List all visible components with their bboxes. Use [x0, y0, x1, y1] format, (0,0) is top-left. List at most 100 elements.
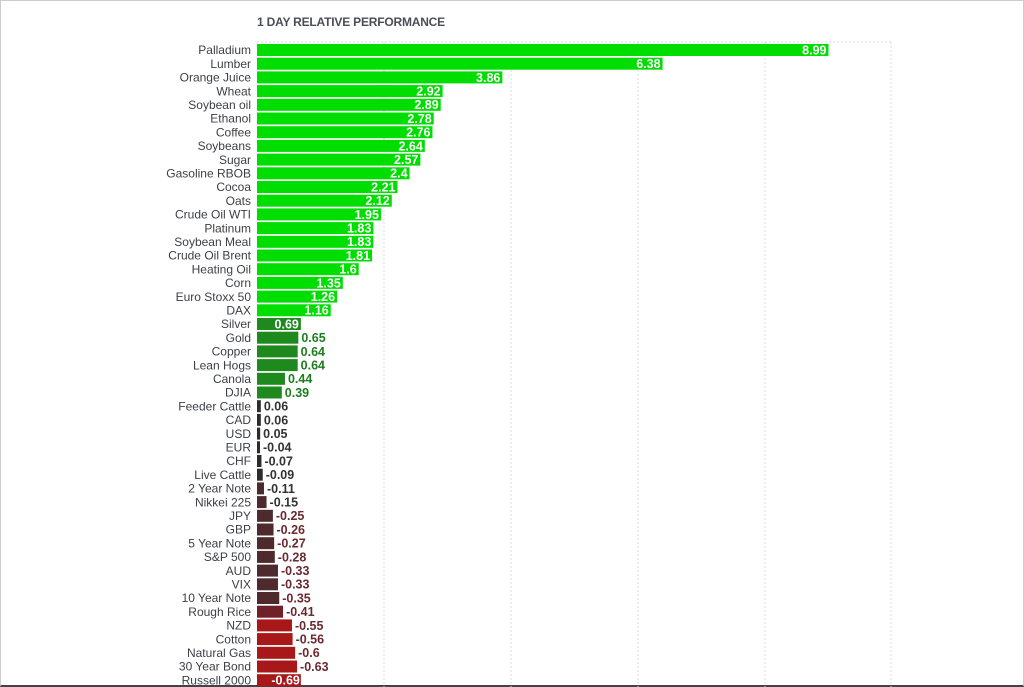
- category-label: Soybean Meal: [174, 235, 251, 249]
- category-label: Canola: [213, 372, 251, 386]
- grid: [257, 41, 892, 687]
- bar: [257, 592, 280, 604]
- bar: [257, 71, 503, 84]
- category-label: Lean Hogs: [193, 358, 251, 372]
- bar: [257, 523, 274, 536]
- value-label: 0.44: [288, 372, 312, 386]
- value-label: -0.07: [264, 454, 293, 468]
- value-label: 8.99: [802, 43, 826, 57]
- value-label: 0.69: [275, 317, 299, 331]
- bar: [257, 660, 298, 673]
- bar: [257, 98, 441, 111]
- bar: [257, 646, 296, 659]
- bar: [257, 276, 343, 289]
- bar: [257, 181, 398, 193]
- bar: [257, 235, 374, 248]
- category-label: CHF: [226, 454, 251, 468]
- bar: [257, 85, 443, 98]
- category-label: USD: [226, 427, 252, 441]
- bar: [257, 167, 410, 180]
- bar: [257, 359, 298, 372]
- category-label: Palladium: [198, 43, 251, 57]
- category-label: S&P 500: [204, 550, 251, 564]
- bar: [257, 537, 275, 550]
- category-label: Heating Oil: [192, 262, 251, 276]
- bar: [257, 441, 260, 454]
- category-label: Sugar: [219, 153, 251, 167]
- bar: [257, 263, 359, 276]
- category-label: Russell 2000: [182, 673, 252, 687]
- category-label: JPY: [229, 509, 251, 523]
- value-label: -0.11: [267, 482, 295, 496]
- category-label: Crude Oil Brent: [168, 249, 251, 263]
- value-label: 1.6: [339, 263, 356, 277]
- category-label: Cotton: [216, 632, 251, 646]
- category-label: Wheat: [216, 84, 251, 98]
- category-label: Feeder Cattle: [178, 399, 251, 413]
- value-label: 0.64: [301, 359, 325, 373]
- bar: [257, 496, 267, 509]
- value-label: 1.26: [311, 290, 335, 304]
- value-label: 1.83: [347, 222, 371, 236]
- bar: [257, 372, 285, 385]
- category-label: Euro Stoxx 50: [176, 290, 252, 304]
- value-label: 2.64: [398, 139, 422, 153]
- category-label: DAX: [226, 304, 251, 318]
- bar: [257, 331, 299, 344]
- value-label: 0.05: [263, 427, 287, 441]
- category-label: Copper: [212, 345, 251, 359]
- value-label: 1.83: [347, 235, 371, 249]
- value-label: 2.4: [390, 167, 407, 181]
- bar: [257, 578, 278, 591]
- value-label: -0.41: [286, 605, 315, 619]
- value-label: 1.16: [304, 304, 328, 318]
- category-label: DJIA: [225, 386, 251, 400]
- bar: [257, 112, 434, 125]
- bar: [257, 633, 293, 646]
- bar: [257, 153, 421, 166]
- value-label: -0.6: [298, 646, 320, 660]
- category-label: Rough Rice: [188, 605, 251, 619]
- value-label: 2.76: [406, 126, 430, 140]
- bar: [257, 304, 331, 317]
- value-label: 2.78: [407, 112, 431, 126]
- category-label: Crude Oil WTI: [175, 208, 251, 222]
- category-label: VIX: [232, 578, 251, 592]
- value-label: 2.12: [365, 194, 389, 208]
- value-label: 0.06: [264, 413, 288, 427]
- value-label: -0.33: [281, 564, 310, 578]
- category-label: Cocoa: [216, 180, 251, 194]
- bar: [257, 194, 392, 207]
- bars: Palladium 8.99 Lumber 6.38 Orange Juice 3.86 W…: [166, 43, 829, 687]
- value-label: -0.69: [271, 674, 300, 687]
- category-label: CAD: [226, 413, 252, 427]
- bar: [257, 564, 278, 577]
- value-label: -0.33: [281, 578, 310, 592]
- category-label: Live Cattle: [194, 468, 251, 482]
- category-label: 10 Year Note: [182, 591, 252, 605]
- category-label: Natural Gas: [187, 646, 251, 660]
- value-label: -0.27: [277, 537, 306, 551]
- value-label: 2.57: [394, 153, 418, 167]
- category-label: Gasoline RBOB: [166, 167, 251, 181]
- category-label: AUD: [226, 564, 252, 578]
- category-label: Orange Juice: [180, 71, 252, 85]
- value-label: -0.28: [278, 550, 307, 564]
- value-label: 2.21: [371, 180, 395, 194]
- bar: [257, 400, 261, 413]
- bar: [257, 605, 284, 618]
- category-label: Lumber: [210, 57, 251, 71]
- value-label: -0.04: [263, 441, 292, 455]
- chart-title: 1 DAY RELATIVE PERFORMANCE: [257, 15, 445, 29]
- category-label: Coffee: [216, 125, 251, 139]
- value-label: 0.06: [264, 400, 288, 414]
- value-label: -0.25: [276, 509, 305, 523]
- category-label: Silver: [221, 317, 251, 331]
- value-label: 2.92: [416, 85, 440, 99]
- bar: [257, 455, 262, 467]
- value-label: 1.81: [346, 249, 370, 263]
- value-label: -0.55: [295, 619, 324, 633]
- value-label: -0.26: [277, 523, 306, 537]
- value-label: 6.38: [636, 57, 660, 71]
